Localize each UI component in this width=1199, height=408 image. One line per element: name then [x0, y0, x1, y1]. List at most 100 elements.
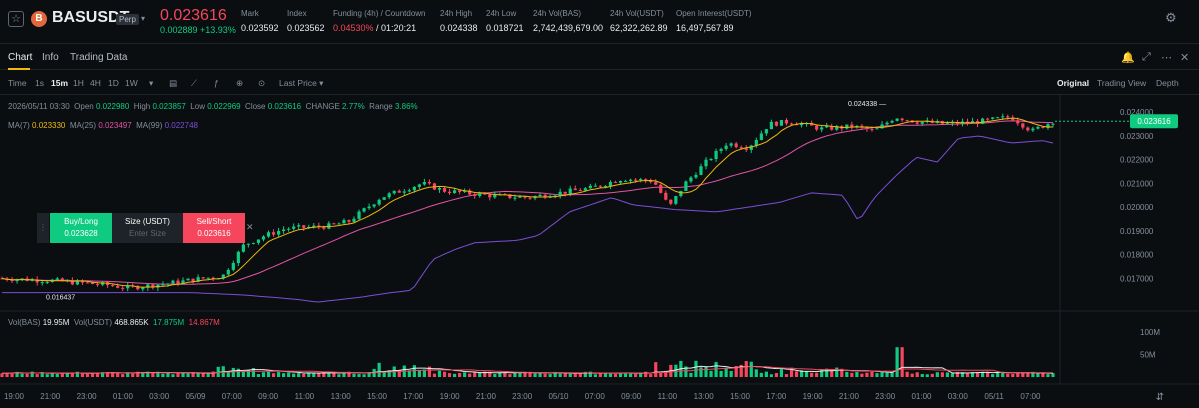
candle-body	[231, 262, 235, 270]
interval-1s[interactable]: 1s	[35, 78, 44, 88]
candle-body	[478, 193, 482, 196]
stat-24h-vol-usdt: 24h Vol(USDT) 62,322,262.89	[610, 9, 668, 33]
volume-bar	[724, 367, 728, 377]
volume-bar	[191, 371, 195, 377]
volume-bar	[146, 371, 150, 377]
settings-gear-icon[interactable]: ⚙	[1165, 10, 1177, 25]
candle-body	[1046, 124, 1050, 128]
low-marker-label: 0.016437	[46, 295, 75, 302]
volume-bar	[357, 373, 361, 377]
price-type-dropdown[interactable]: Last Price ▾	[279, 78, 324, 88]
volume-bar	[90, 372, 95, 377]
price-axis-label: 0.024000	[1120, 108, 1154, 117]
candle-body	[845, 124, 849, 129]
candle-body	[196, 277, 200, 282]
symbol-dropdown-chevron-icon[interactable]: ▾	[141, 14, 146, 23]
volume-bar	[538, 372, 542, 377]
candle-body	[744, 148, 748, 150]
close-order-panel-icon[interactable]: ✕	[246, 222, 254, 232]
high-label: High	[133, 102, 151, 111]
interval-1d[interactable]: 1D	[108, 78, 119, 88]
view-depth[interactable]: Depth	[1156, 78, 1179, 88]
volume-bar	[337, 374, 341, 377]
candle-body	[332, 223, 336, 225]
volume-bar	[533, 373, 537, 377]
candle-body	[276, 230, 281, 235]
tab-info[interactable]: Info	[42, 52, 59, 63]
chart-settings-icon[interactable]: ⊙	[258, 78, 266, 88]
drawing-tool-icon[interactable]: ⟋	[191, 78, 197, 88]
favorite-star-icon[interactable]: ☆	[8, 11, 24, 27]
stat-index: Index 0.023562	[287, 9, 325, 33]
size-field[interactable]: Size (USDT) Enter Size	[112, 213, 183, 243]
stat-funding[interactable]: Funding (4h) / Countdown 0.04530% / 01:2…	[333, 9, 426, 33]
volume-bar	[664, 370, 668, 377]
candle-body	[885, 122, 889, 125]
ma99-label: MA(99)	[136, 121, 163, 130]
size-input[interactable]: Enter Size	[129, 229, 166, 238]
close-panel-icon[interactable]: ✕	[1180, 52, 1190, 64]
interval-1w[interactable]: 1W	[125, 78, 138, 88]
candle-body	[357, 211, 361, 219]
interval-time[interactable]: Time	[8, 78, 27, 88]
volume-bar	[835, 367, 839, 377]
volume-bar	[442, 371, 447, 377]
candle-body	[352, 218, 356, 222]
candle-body	[734, 143, 738, 148]
volume-bar	[704, 366, 708, 377]
candle-body	[211, 277, 215, 279]
tab-chart[interactable]: Chart	[8, 52, 33, 63]
candle-body	[387, 193, 391, 198]
view-trading-view[interactable]: Trading View	[1097, 78, 1147, 88]
candle-body	[382, 197, 386, 200]
candle-body	[20, 278, 24, 280]
interval-1h[interactable]: 1H	[73, 78, 84, 88]
volume-bar	[226, 371, 230, 377]
sell-short-button[interactable]: Sell/Short 0.023616	[183, 213, 245, 243]
candle-body	[518, 196, 522, 198]
volume-bar	[65, 372, 69, 377]
candle-body	[644, 179, 648, 181]
volume-bar	[508, 374, 512, 377]
volume-bar	[810, 372, 814, 377]
volume-bar	[246, 369, 251, 377]
vol-usdt-label: Vol(USDT)	[73, 318, 113, 327]
volume-bar	[75, 371, 80, 377]
tab-trading-data[interactable]: Trading Data	[70, 52, 128, 63]
interval-4h[interactable]: 4H	[90, 78, 101, 88]
volume-bar	[804, 371, 809, 377]
add-tool-icon[interactable]: ⊕	[236, 78, 244, 88]
stat-mark: Mark 0.023592	[241, 9, 279, 33]
candle-body	[980, 118, 985, 124]
interval-more-chevron-icon[interactable]: ▾	[149, 78, 154, 88]
candle-body	[649, 180, 653, 183]
candle-body	[191, 278, 195, 282]
stat-value: 0.04530% / 01:20:21	[333, 23, 426, 33]
candle-body	[820, 127, 824, 130]
volume-bar	[1036, 373, 1040, 377]
alert-bell-icon[interactable]: 🔔	[1121, 52, 1135, 64]
symbol-name[interactable]: BASUSDT	[52, 9, 130, 26]
candle-body	[136, 286, 140, 290]
time-axis-label: 03:00	[149, 392, 170, 401]
volume-bar	[377, 362, 381, 377]
view-original[interactable]: Original	[1057, 78, 1090, 88]
candle-body	[769, 121, 773, 130]
candle-body	[417, 184, 421, 187]
interval-15m[interactable]: 15m	[51, 78, 69, 88]
volume-bar	[1046, 374, 1050, 377]
volume-bar	[276, 372, 281, 377]
volume-bar	[362, 374, 366, 377]
time-axis-label: 17:00	[766, 392, 787, 401]
volume-bar	[528, 371, 532, 377]
volume-bar	[553, 371, 557, 377]
calendar-icon[interactable]: ▤	[169, 78, 178, 88]
more-options-icon[interactable]: ⋯	[1161, 52, 1172, 64]
candle-body	[493, 194, 497, 198]
candle-body	[915, 122, 919, 124]
drag-handle-icon[interactable]: ⋮	[37, 213, 49, 243]
candlestick-chart[interactable]: 0.024000 0.023000 0.022000 0.021000 0.020000…	[0, 95, 1199, 408]
buy-long-button[interactable]: Buy/Long 0.023628	[50, 213, 112, 243]
indicators-icon[interactable]: ƒ	[214, 78, 219, 88]
expand-icon[interactable]: ⤢	[1142, 51, 1151, 63]
